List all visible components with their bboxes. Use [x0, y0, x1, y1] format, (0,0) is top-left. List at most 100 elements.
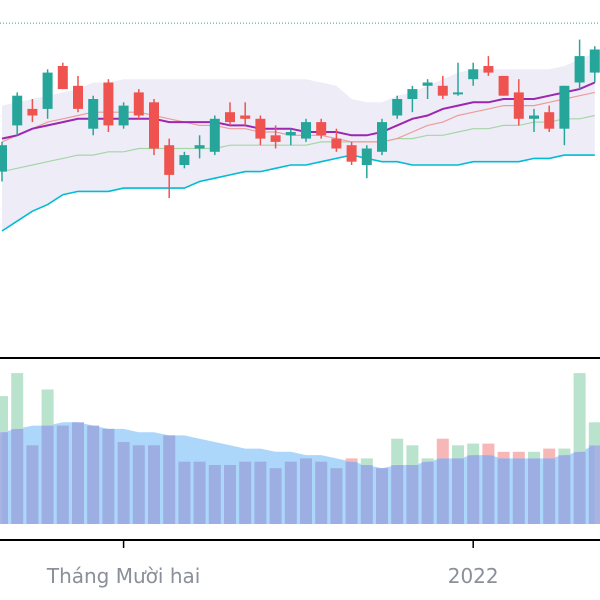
candle-body-19	[285, 132, 296, 136]
candle-3	[42, 69, 53, 119]
candle-body-34	[513, 92, 524, 119]
volume-bar-base-8	[117, 442, 130, 524]
candle-body-20	[301, 122, 311, 139]
candle-23	[346, 141, 357, 165]
candle-body-25	[377, 122, 387, 152]
volume-bar-base-24	[360, 465, 373, 524]
volume-bar-base-6	[87, 425, 100, 524]
candle-2	[27, 99, 38, 123]
volume-bar-10	[148, 445, 160, 524]
volume-bar-base-18	[269, 468, 282, 524]
candle-28	[422, 79, 433, 99]
candle-33	[498, 75, 509, 96]
candle-body-27	[407, 89, 418, 99]
volume-bar-top-27	[406, 445, 419, 465]
volume-bar-top-26	[391, 438, 404, 465]
volume-bar-base-30	[452, 458, 464, 524]
candle-32	[483, 56, 494, 76]
volume-bar-base-25	[376, 468, 388, 524]
candle-14	[209, 115, 220, 156]
candle-22	[331, 128, 342, 152]
volume-bar-5	[72, 422, 84, 524]
candle-6	[88, 95, 99, 136]
volume-bar-base-39	[588, 445, 600, 524]
volume-bar-base-10	[148, 445, 160, 524]
volume-bar-base-2	[26, 445, 39, 524]
volume-bar-28	[421, 458, 434, 524]
candle-1	[12, 92, 23, 136]
volume-bar-29	[436, 438, 449, 524]
volume-bar-top-24	[360, 458, 373, 465]
candle-5	[73, 75, 83, 113]
volume-bar-14	[208, 465, 221, 524]
volume-bar-36	[543, 448, 556, 524]
volume-bar-base-22	[330, 468, 343, 524]
candle-7	[103, 79, 114, 132]
volume-bar-base-11	[163, 435, 176, 524]
candle-10	[149, 99, 159, 156]
volume-bar-base-16	[239, 461, 252, 524]
price-pane	[0, 22, 600, 232]
volume-bar-base-3	[41, 425, 54, 524]
volume-bar-base-27	[406, 465, 419, 524]
volume-bar-33	[497, 451, 510, 524]
volume-bar-39	[588, 422, 600, 524]
volume-bar-11	[163, 435, 176, 524]
candle-body-36	[544, 112, 555, 129]
volume-bar-base-23	[345, 461, 358, 524]
volume-bar-20	[300, 458, 312, 524]
volume-bar-21	[315, 461, 328, 524]
volume-bar-8	[117, 442, 130, 524]
volume-bar-base-17	[254, 461, 267, 524]
volume-bar-base-36	[543, 458, 556, 524]
candle-body-29	[437, 85, 448, 96]
candle-body-26	[392, 99, 403, 116]
bollinger-lower-line	[1, 154, 595, 232]
candle-body-1	[12, 95, 23, 126]
ma-slow-line	[1, 114, 595, 173]
volume-bar-base-38	[573, 451, 586, 524]
volume-bar-32	[482, 443, 495, 524]
volume-bar-base-28	[421, 461, 434, 524]
bollinger-band-fill	[2, 52, 595, 231]
volume-bar-base-14	[208, 465, 221, 524]
volume-bar-15	[224, 465, 236, 524]
candle-body-9	[133, 92, 144, 116]
volume-bar-base-26	[391, 465, 404, 524]
candle-30	[453, 62, 463, 96]
candle-11	[164, 138, 175, 198]
volume-bar-23	[345, 458, 358, 524]
volume-bar-top-0	[0, 396, 8, 433]
volume-bar-base-19	[284, 461, 297, 524]
volume-bar-4	[56, 425, 69, 524]
volume-bar-0	[0, 396, 8, 524]
volume-bar-31	[467, 443, 480, 524]
volume-bar-top-33	[497, 451, 510, 459]
volume-bar-35	[528, 451, 540, 524]
volume-bar-base-20	[300, 458, 312, 524]
candle-17	[255, 115, 266, 146]
candle-body-14	[209, 118, 220, 152]
x-tick-label-0: Tháng Mười hai	[46, 564, 200, 588]
volume-bar-3	[41, 389, 54, 524]
candle-body-18	[270, 135, 281, 142]
candle-body-11	[164, 145, 175, 175]
candle-body-17	[255, 118, 266, 139]
volume-bar-25	[376, 468, 388, 524]
volume-bar-base-9	[132, 445, 145, 524]
candle-body-12	[179, 155, 190, 165]
candle-body-28	[422, 82, 433, 86]
volume-bar-22	[330, 468, 343, 524]
volume-bar-base-34	[512, 458, 525, 524]
candle-34	[513, 79, 524, 126]
candle-15	[225, 102, 235, 126]
candle-body-37	[559, 85, 570, 129]
candle-27	[407, 85, 418, 113]
volume-bar-top-38	[573, 373, 586, 452]
candle-37	[559, 85, 570, 146]
volume-bar-base-37	[558, 455, 571, 524]
volume-bar-18	[269, 468, 282, 524]
candle-39	[589, 46, 600, 83]
volume-bar-12	[178, 461, 191, 524]
volume-bar-top-31	[467, 443, 480, 456]
